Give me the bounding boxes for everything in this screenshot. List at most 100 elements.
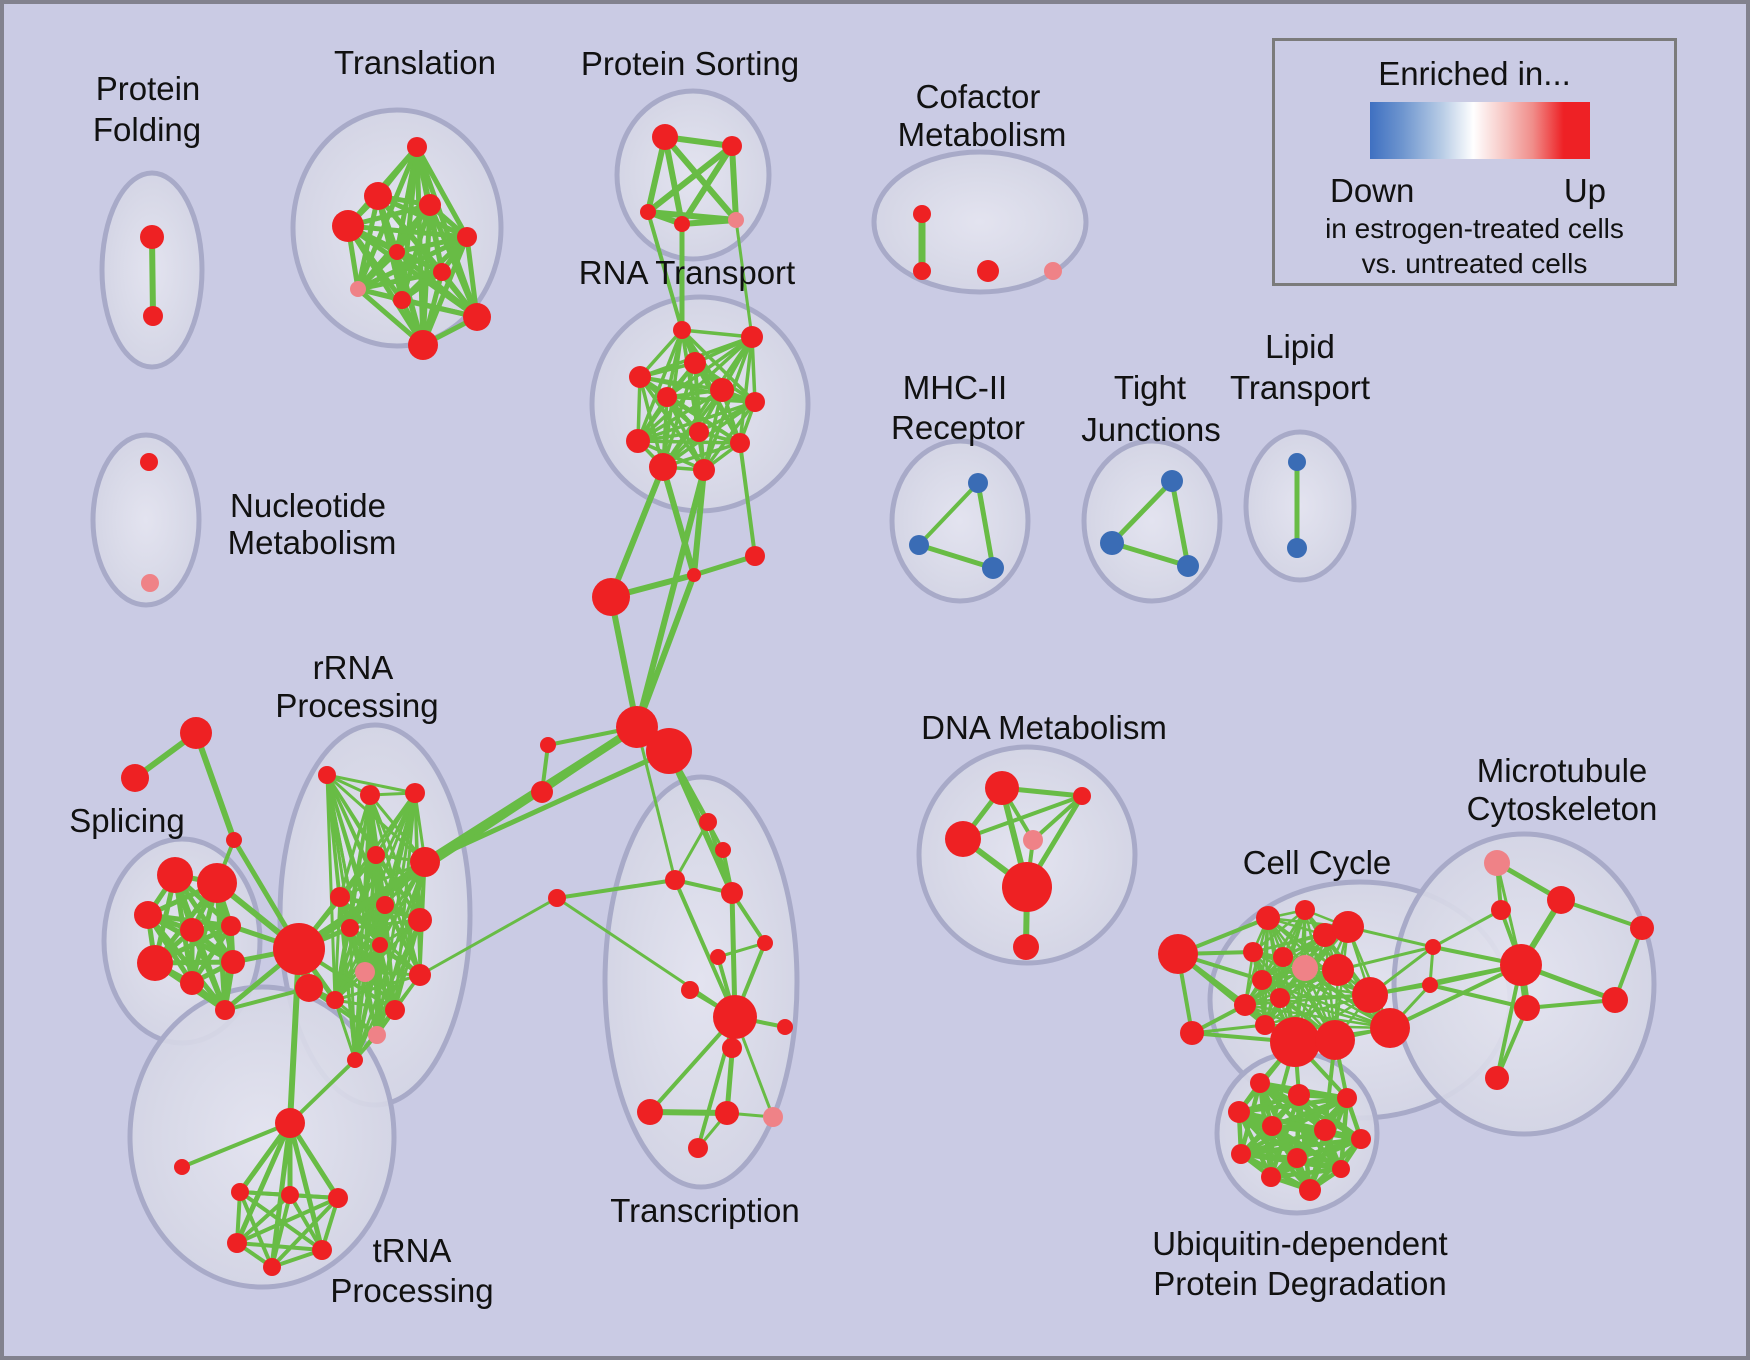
cell_cycle-node-0 bbox=[1158, 934, 1198, 974]
ubiquitin-node-4 bbox=[1262, 1116, 1282, 1136]
mhc-node-0 bbox=[968, 473, 988, 493]
rrna-edge bbox=[383, 903, 422, 977]
microtubule-node-0 bbox=[1484, 850, 1510, 876]
dna-node-2 bbox=[945, 821, 981, 857]
protein_folding-edge bbox=[149, 234, 156, 319]
rna_transport-node-7 bbox=[689, 422, 709, 442]
translation-edge bbox=[355, 269, 445, 292]
link-edge bbox=[422, 748, 672, 865]
cell_cycle-node-2 bbox=[1256, 906, 1280, 930]
ubiquitin-node-1 bbox=[1288, 1084, 1310, 1106]
translation-node-4 bbox=[457, 227, 477, 247]
bridges-node-12 bbox=[295, 974, 323, 1002]
bridges-node-0 bbox=[687, 568, 701, 582]
dna-edge bbox=[961, 794, 1084, 841]
transcription-node-9 bbox=[722, 1038, 742, 1058]
legend-subtitle-line1: in estrogen-treated cells bbox=[1325, 213, 1624, 244]
rna_transport-edge bbox=[636, 388, 724, 443]
dna-edge bbox=[1031, 794, 1084, 842]
nucleotide-label-line-0: Nucleotide bbox=[230, 487, 386, 524]
rrna-node-5 bbox=[330, 887, 350, 907]
translation-edge bbox=[427, 202, 480, 320]
nucleotide-node-0 bbox=[140, 453, 158, 471]
cell_cycle-node-5 bbox=[1332, 911, 1364, 943]
transcription-node-13 bbox=[688, 1138, 708, 1158]
transcription-ellipse bbox=[602, 774, 800, 1190]
link-edge bbox=[418, 896, 559, 977]
rna_transport-node-10 bbox=[649, 453, 677, 481]
link-edge bbox=[738, 441, 757, 558]
ubiquitin-node-6 bbox=[1351, 1129, 1371, 1149]
cell_cycle-node-16 bbox=[1270, 1017, 1320, 1067]
bridges-edge bbox=[608, 594, 640, 730]
rrna-node-6 bbox=[376, 896, 394, 914]
rrna-edge bbox=[338, 860, 427, 899]
nucleotide-label-line-1: Metabolism bbox=[228, 524, 397, 561]
splicing-node-2 bbox=[134, 901, 162, 929]
bridges-node-5 bbox=[540, 737, 556, 753]
link-edge bbox=[608, 464, 666, 600]
microtubule-node-7 bbox=[1602, 987, 1628, 1013]
translation-node-3 bbox=[332, 210, 364, 242]
tight-label-line-1: Junctions bbox=[1081, 411, 1220, 448]
rrna-edge bbox=[333, 998, 397, 1012]
bridges-node-8 bbox=[180, 717, 212, 749]
transcription-node-8 bbox=[777, 1019, 793, 1035]
mhc-node-1 bbox=[909, 535, 929, 555]
microtubule-node-4 bbox=[1425, 939, 1441, 955]
translation-node-2 bbox=[419, 194, 441, 216]
rna_transport-edge bbox=[636, 328, 684, 443]
ubiquitin-node-7 bbox=[1231, 1144, 1251, 1164]
ubiquitin-edge bbox=[1268, 1166, 1344, 1180]
cofactor-node-3 bbox=[1044, 262, 1062, 280]
protein_sorting-edge bbox=[729, 143, 739, 223]
rna_transport-edge bbox=[636, 400, 757, 443]
mhc-node-2 bbox=[982, 557, 1004, 579]
cofactor-node-2 bbox=[977, 260, 999, 282]
translation-label-line-0: Translation bbox=[334, 44, 496, 81]
trna-edge bbox=[270, 1193, 292, 1269]
rna_transport-node-11 bbox=[693, 459, 715, 481]
rrna-edge bbox=[333, 895, 342, 1002]
cofactor-node-0 bbox=[913, 205, 931, 223]
translation-node-8 bbox=[393, 291, 411, 309]
rna_transport-edge bbox=[638, 375, 706, 472]
ubiquitin-node-0 bbox=[1250, 1073, 1270, 1093]
protein_sorting-node-0 bbox=[652, 124, 678, 150]
rna_transport-node-9 bbox=[730, 433, 750, 453]
cell_cycle-node-13 bbox=[1255, 1015, 1275, 1035]
bridges-edge bbox=[691, 553, 758, 578]
rna_transport-edge bbox=[665, 395, 757, 404]
tight-node-0 bbox=[1161, 470, 1183, 492]
rna_transport-label-line-0: RNA Transport bbox=[579, 254, 795, 291]
rrna-node-4 bbox=[410, 847, 440, 877]
trna-ellipse bbox=[127, 984, 397, 1290]
rrna-node-10 bbox=[355, 962, 375, 982]
transcription-node-10 bbox=[637, 1099, 663, 1125]
legend-box: Enriched in... Down Up in estrogen-treat… bbox=[1272, 38, 1677, 286]
microtubule-edge bbox=[1559, 898, 1644, 930]
protein_sorting-edge bbox=[679, 217, 739, 227]
microtubule-edge bbox=[1525, 998, 1617, 1010]
translation-node-1 bbox=[364, 182, 392, 210]
rrna-edge bbox=[363, 970, 379, 1037]
rrna-node-8 bbox=[341, 919, 359, 937]
splicing-node-1 bbox=[197, 863, 237, 903]
rrna-edge bbox=[325, 773, 337, 1002]
bridges-node-10 bbox=[226, 832, 242, 848]
rna_transport-node-0 bbox=[673, 321, 691, 339]
translation-edge bbox=[414, 144, 470, 240]
rrna-node-12 bbox=[326, 991, 344, 1009]
cell_cycle-edge bbox=[1243, 968, 1340, 1007]
splicing-node-3 bbox=[180, 918, 204, 942]
cofactor-ellipse bbox=[871, 149, 1089, 295]
trna-edge bbox=[287, 1120, 325, 1253]
rrna-node-1 bbox=[360, 785, 380, 805]
protein_sorting-node-2 bbox=[640, 204, 656, 220]
cell_cycle-node-4 bbox=[1313, 923, 1337, 947]
protein_folding-label-line-1: Folding bbox=[93, 111, 201, 148]
rrna-node-0 bbox=[318, 766, 336, 784]
lipid-label-line-1: Transport bbox=[1230, 369, 1370, 406]
rrna-node-13 bbox=[385, 1000, 405, 1020]
